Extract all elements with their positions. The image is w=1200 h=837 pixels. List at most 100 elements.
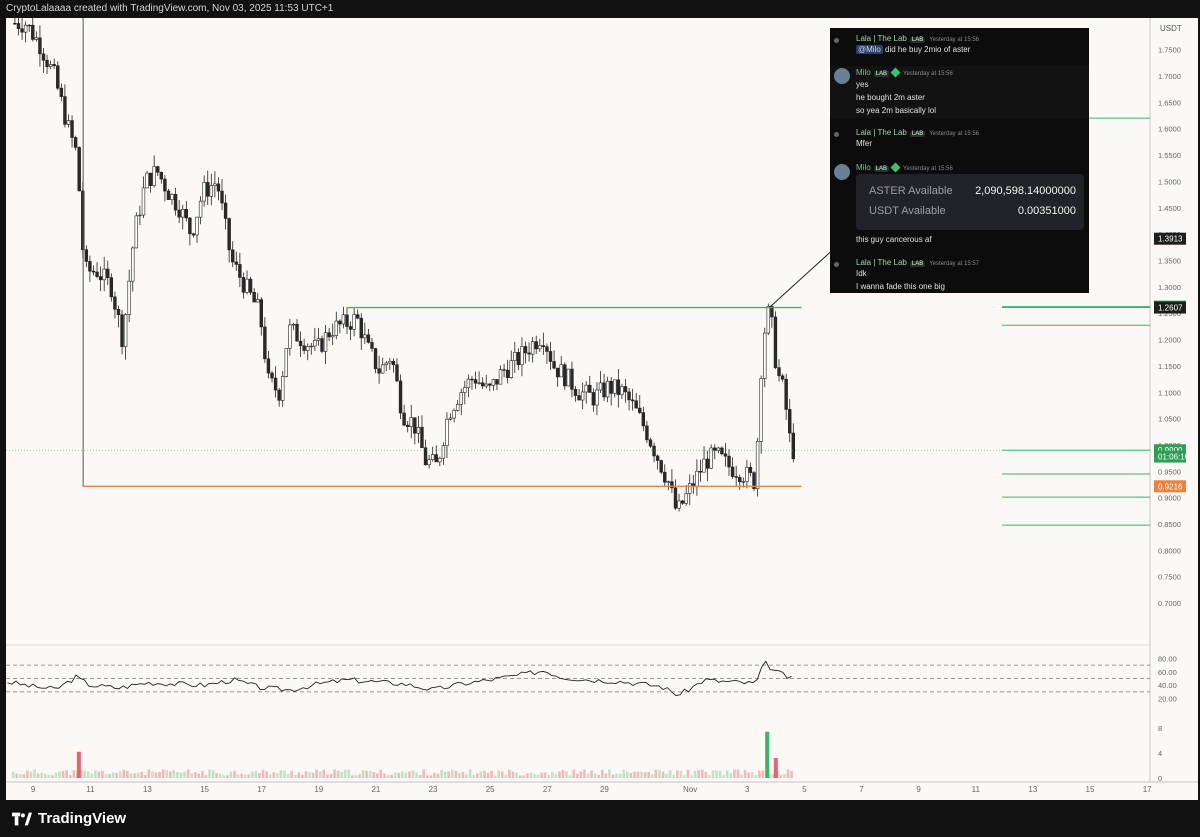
- volume-bar: [361, 769, 365, 778]
- diamond-icon: [890, 67, 901, 78]
- volume-bar: [415, 772, 418, 778]
- balance-value: 2,090,598.14000000: [975, 185, 1076, 197]
- volume-bar: [558, 771, 561, 778]
- candle: [659, 460, 663, 473]
- volume-bar: [711, 770, 715, 778]
- candle: [423, 447, 428, 466]
- volume-bar: [383, 773, 386, 778]
- volume-bar: [418, 775, 422, 778]
- candle: [766, 306, 771, 334]
- volume-bar: [401, 771, 404, 778]
- candle: [720, 447, 724, 455]
- candle: [48, 64, 53, 68]
- volume-bar: [422, 769, 426, 778]
- candle: [784, 378, 788, 410]
- volume-bar: [97, 771, 101, 778]
- candle: [434, 454, 438, 463]
- candle: [352, 314, 356, 330]
- price-tick-label: 1.5000: [1158, 177, 1181, 186]
- candle: [27, 24, 31, 27]
- candle: [234, 261, 238, 265]
- volume-bar: [358, 774, 361, 778]
- volume-bar: [354, 775, 358, 778]
- volume-bar: [154, 772, 158, 778]
- candle: [306, 346, 310, 351]
- candle: [116, 309, 121, 316]
- volume-tick-label: 0: [1158, 774, 1162, 783]
- candle: [580, 391, 585, 401]
- candle: [120, 314, 124, 347]
- volume-spike-bar: [76, 751, 81, 778]
- candle: [134, 215, 139, 249]
- volume-bar: [283, 770, 286, 778]
- price-tick-label: 0.7500: [1158, 573, 1181, 582]
- candle: [345, 314, 349, 327]
- candle: [641, 412, 646, 427]
- candle: [270, 372, 274, 379]
- candle: [309, 345, 313, 348]
- candle: [248, 278, 253, 293]
- volume-bar: [750, 772, 754, 778]
- volume-bar: [440, 769, 443, 778]
- candle: [84, 249, 89, 262]
- time-tick-label: 19: [314, 785, 323, 794]
- volume-bar: [186, 769, 190, 778]
- candle: [548, 351, 553, 362]
- volume-bar: [654, 769, 658, 778]
- volume-bar: [372, 771, 376, 778]
- rsi-tick-label: 60.00: [1158, 668, 1177, 677]
- volume-bar: [11, 771, 15, 778]
- volume-bar: [301, 774, 304, 778]
- volume-bar: [643, 772, 647, 778]
- candle: [670, 481, 674, 489]
- candle: [605, 380, 610, 398]
- candle: [666, 481, 671, 483]
- candle: [45, 59, 49, 68]
- volume-bar: [143, 775, 147, 778]
- price-axis-area[interactable]: [1150, 18, 1198, 800]
- candle: [213, 183, 217, 186]
- rsi-line: [7, 660, 792, 696]
- price-axis-unit: USDT: [1160, 24, 1182, 33]
- candle: [159, 172, 164, 180]
- candle: [463, 387, 467, 393]
- candle: [445, 418, 449, 447]
- volume-bar: [240, 773, 243, 778]
- volume-bar: [604, 773, 608, 778]
- volume-bar: [286, 774, 290, 778]
- candle: [630, 399, 635, 402]
- volume-bar: [458, 772, 461, 778]
- candle: [95, 271, 99, 277]
- balance-card: ASTER Available 2,090,598.14000000 USDT A…: [856, 174, 1084, 230]
- candle: [102, 268, 106, 281]
- candle: [591, 392, 596, 406]
- volume-bar: [533, 774, 536, 778]
- time-tick-label: 11: [972, 785, 981, 794]
- volume-bar: [258, 773, 261, 778]
- candle: [298, 340, 303, 347]
- volume-bar: [572, 769, 576, 778]
- price-tick-label: 1.0500: [1158, 415, 1181, 424]
- volume-bar: [790, 771, 793, 778]
- candle: [502, 369, 506, 371]
- candle: [409, 417, 413, 427]
- candle: [184, 209, 189, 219]
- chart-header: CryptoLalaaaa created with TradingView.c…: [0, 0, 1200, 18]
- volume-bar: [329, 773, 333, 778]
- volume-bar: [668, 770, 672, 778]
- volume-bar: [640, 771, 643, 778]
- volume-bar: [176, 771, 179, 778]
- volume-bar: [561, 769, 565, 778]
- candle: [256, 299, 260, 303]
- candle: [634, 400, 638, 409]
- price-label-box: [1154, 450, 1186, 463]
- chat-line: he bought 2m aster: [856, 93, 925, 102]
- price-tick-label: 1.2500: [1158, 309, 1181, 318]
- candle: [477, 382, 481, 384]
- volume-bar: [543, 772, 547, 778]
- volume-bar: [629, 773, 633, 778]
- reply-icon: [834, 132, 839, 137]
- volume-bar: [525, 773, 529, 778]
- candle: [73, 137, 78, 148]
- footer-brand: TradingView: [38, 810, 127, 827]
